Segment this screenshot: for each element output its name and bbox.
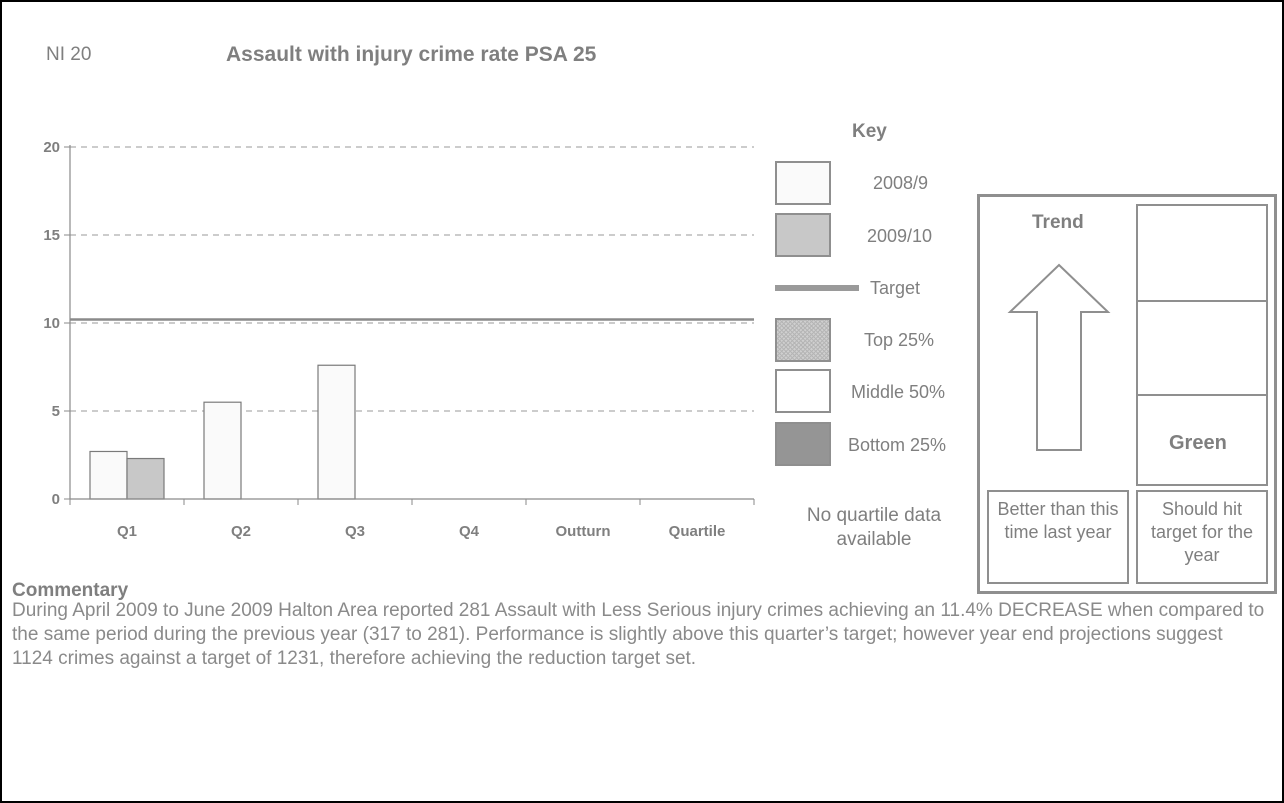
x-tick-label-q3: Q3 (345, 523, 365, 540)
y-tick-label-5: 5 (52, 403, 60, 420)
target-caption-box (1136, 490, 1268, 584)
x-tick-label-q4: Q4 (459, 523, 480, 540)
key-label-target: Target (870, 278, 921, 298)
bar-2008-9-q1 (89, 450, 128, 500)
y-tick-label-10: 10 (43, 315, 60, 332)
key-swatch-target (775, 285, 859, 291)
y-tick-label-0: 0 (52, 491, 60, 508)
key-swatch-middle-50 (775, 369, 831, 413)
key-swatch-2008-9 (775, 161, 831, 205)
traffic-light-amber (1136, 300, 1268, 396)
bar-2009-10-q1 (126, 457, 165, 500)
bar-2008-9-q3 (317, 364, 356, 500)
bar-2008-9-q2 (203, 401, 242, 500)
gridlines (70, 146, 754, 412)
status-panel (977, 194, 1277, 594)
x-tick-label-q2: Q2 (231, 523, 251, 540)
traffic-light-green (1136, 394, 1268, 486)
bar-chart: 0 5 10 15 20 Q1 Q2 Q3 Q4 Outturn Quartile (43, 139, 755, 540)
x-tick-label-outturn: Outturn (556, 523, 611, 540)
traffic-light-red (1136, 204, 1268, 302)
target-caption: Should hit target for the year (1150, 499, 1254, 565)
no-quartile-note: No quartile data available (806, 505, 942, 550)
traffic-light-status: Green (1169, 432, 1227, 454)
key-label-2008-9: 2008/9 (873, 173, 929, 193)
trend-caption: Better than this time last year (997, 499, 1119, 542)
key-title: Key (852, 121, 887, 142)
key-label-middle-50: Middle 50% (851, 382, 946, 402)
y-tick-label-20: 20 (43, 139, 60, 156)
key-label-top-25: Top 25% (864, 330, 935, 350)
commentary-text: During April 2009 to June 2009 Halton Ar… (12, 600, 1265, 669)
x-tick-label-quartile: Quartile (669, 523, 726, 540)
key-swatch-top-25 (775, 318, 831, 362)
axes: 0 5 10 15 20 Q1 Q2 Q3 Q4 Outturn Quartile (43, 139, 755, 540)
bars (89, 364, 356, 500)
key-label-bottom-25: Bottom 25% (848, 435, 947, 455)
trend-label: Trend (1032, 212, 1084, 233)
x-tick-label-q1: Q1 (117, 523, 137, 540)
trend-caption-box (987, 490, 1129, 584)
y-tick-label-15: 15 (43, 227, 60, 244)
indicator-code: NI 20 (46, 44, 92, 65)
key-swatch-bottom-25 (775, 422, 831, 466)
key-label-2009-10: 2009/10 (867, 226, 933, 246)
up-arrow-icon (1007, 263, 1111, 451)
chart-title: Assault with injury crime rate PSA 25 (226, 43, 597, 66)
key-swatch-2009-10 (775, 213, 831, 257)
commentary-heading: Commentary (12, 580, 129, 601)
